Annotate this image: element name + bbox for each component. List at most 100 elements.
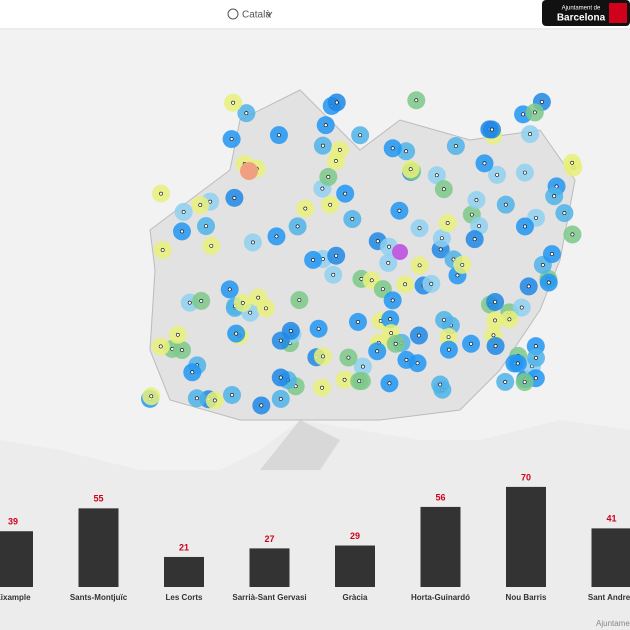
marker-dot <box>528 132 532 136</box>
marker-dot <box>248 310 253 315</box>
category-label: Sarrià-Sant Gervasi <box>232 593 306 602</box>
bar <box>420 506 461 587</box>
data-label: 39 <box>8 517 18 527</box>
marker-dot <box>469 212 474 217</box>
marker-dot <box>390 146 395 151</box>
marker-dot <box>277 133 281 137</box>
marker-dot <box>343 191 348 196</box>
marker-dot <box>303 206 308 211</box>
marker-dot <box>278 397 283 401</box>
marker-dot <box>526 284 531 289</box>
marker-dot <box>474 198 479 202</box>
marker-dot <box>388 317 393 322</box>
logo-line1: Ajuntament de <box>562 6 601 12</box>
category-label: Nou Barris <box>506 593 547 602</box>
category-label: Les Corts <box>166 593 203 602</box>
marker-dot <box>460 262 465 267</box>
marker-dot <box>523 224 527 229</box>
marker-dot <box>546 280 551 285</box>
marker-dot <box>229 137 234 142</box>
marker-dot <box>397 208 402 213</box>
marker-dot <box>264 306 268 311</box>
marker-dot <box>181 209 186 214</box>
marker-dot <box>477 224 481 228</box>
marker-dot <box>357 379 362 383</box>
top-bar <box>0 0 630 28</box>
data-label: 55 <box>93 494 103 504</box>
marker-dot <box>469 341 473 346</box>
marker-dot <box>346 355 351 360</box>
marker-dot <box>380 287 385 292</box>
marker-dot <box>408 167 413 172</box>
language-selector[interactable]: Català <box>242 10 271 21</box>
marker-dot <box>199 299 204 303</box>
data-label: 29 <box>350 531 360 541</box>
marker-dot <box>326 175 331 179</box>
marker <box>392 244 408 260</box>
marker-dot <box>149 394 154 399</box>
marker-dot <box>358 133 363 138</box>
marker-dot <box>359 277 364 281</box>
marker-dot <box>404 357 409 362</box>
marker-dot <box>334 100 339 105</box>
marker-dot <box>320 385 324 390</box>
marker-dot <box>521 112 525 117</box>
marker-dot <box>495 172 500 177</box>
marker-dot <box>208 199 213 204</box>
category-label: Horta-Guinardó <box>411 593 470 602</box>
marker-dot <box>198 203 203 207</box>
marker-dot <box>519 305 524 310</box>
marker-dot <box>209 243 214 248</box>
marker-dot <box>503 380 508 384</box>
marker-dot <box>493 300 497 304</box>
marker-dot <box>447 347 451 352</box>
marker-dot <box>417 263 422 268</box>
marker-dot <box>297 298 302 302</box>
marker-dot <box>491 333 496 338</box>
marker-dot <box>415 361 420 366</box>
bar-chart: 39 Eixample 55 Sants-Montjuïc 21 Les Corts 27 S… <box>0 472 630 602</box>
marker-dot <box>417 333 421 338</box>
marker-dot <box>360 364 365 369</box>
marker-dot <box>429 281 434 286</box>
marker-dot <box>375 239 380 244</box>
marker-dot <box>187 300 192 305</box>
data-label: 56 <box>435 492 445 502</box>
marker-dot <box>446 335 451 340</box>
marker-dot <box>244 111 249 116</box>
marker-dot <box>180 229 184 234</box>
marker-dot <box>434 173 439 178</box>
marker-dot <box>455 273 460 278</box>
marker-dot <box>320 143 325 148</box>
marker-dot <box>323 123 328 128</box>
marker-dot <box>342 377 347 382</box>
marker-dot <box>390 298 395 303</box>
bar <box>591 528 630 587</box>
marker-dot <box>515 361 520 366</box>
data-label: 21 <box>179 542 189 552</box>
data-label: 41 <box>606 514 616 524</box>
bar <box>506 486 546 587</box>
marker-dot <box>417 226 422 231</box>
bar <box>335 545 375 587</box>
marker-dot <box>393 341 398 346</box>
bar <box>249 548 290 587</box>
logo-shield <box>609 3 627 23</box>
marker-dot <box>453 144 458 148</box>
marker-dot <box>160 248 165 252</box>
marker-dot <box>320 354 325 359</box>
marker-dot <box>386 261 391 265</box>
marker-dot <box>158 344 163 349</box>
marker-dot <box>274 234 279 239</box>
marker-dot <box>522 380 527 385</box>
port <box>260 420 340 470</box>
bar <box>78 508 119 587</box>
marker-dot <box>175 332 180 337</box>
marker-dot <box>334 253 339 258</box>
marker-dot <box>540 263 545 267</box>
marker-dot <box>570 160 575 165</box>
chevron <box>265 11 273 17</box>
logo[interactable] <box>542 0 630 26</box>
marker-dot <box>482 161 487 166</box>
